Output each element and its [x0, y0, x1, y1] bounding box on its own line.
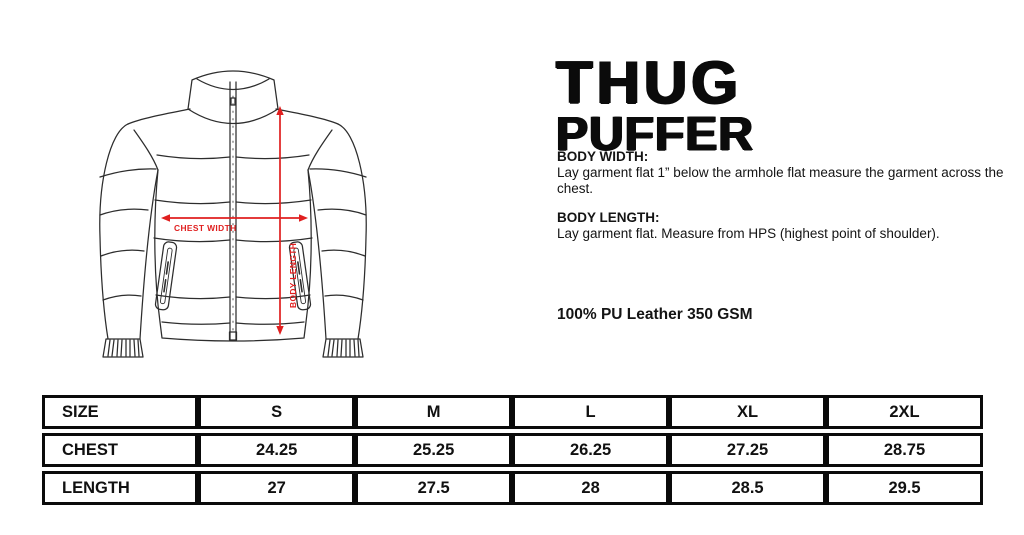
length-value-cell: 27.5: [355, 471, 513, 505]
size-table-header-cell: M: [355, 395, 513, 429]
body-length-heading: BODY LENGTH:: [557, 210, 660, 225]
right-pocket: [288, 241, 312, 311]
product-title-line1: THUG: [556, 49, 742, 117]
right-cuff: [322, 338, 364, 358]
body-length-arrow: [276, 106, 284, 335]
length-value-cell: 27: [198, 471, 356, 505]
size-table-header-row: SIZE S M L XL 2XL: [42, 395, 983, 429]
size-table-header-cell: S: [198, 395, 356, 429]
size-table-header-cell: SIZE: [42, 395, 199, 429]
length-value-cell: 29.5: [826, 471, 983, 505]
chest-value-cell: 28.75: [826, 433, 983, 467]
chest-row: CHEST 24.25 25.25 26.25 27.25 28.75: [42, 433, 983, 467]
left-pocket: [154, 241, 178, 311]
body-width-heading: BODY WIDTH:: [557, 149, 649, 164]
chest-width-label: CHEST WIDTH: [174, 223, 237, 233]
chest-value-cell: 27.25: [669, 433, 827, 467]
body-length-note: BODY LENGTH: Lay garment flat. Measure f…: [557, 210, 1013, 242]
jacket-body: [153, 154, 313, 342]
left-shoulder-line: [127, 108, 191, 125]
length-value-cell: 28: [512, 471, 670, 505]
product-title-line2: PUFFER: [556, 108, 754, 162]
size-table-header-cell: L: [512, 395, 670, 429]
size-table-header-cell: XL: [669, 395, 827, 429]
fabric-note: 100% PU Leather 350 GSM: [557, 306, 753, 323]
left-sleeve: [99, 123, 159, 340]
right-sleeve: [307, 123, 367, 340]
jacket-diagram: CHEST WIDTH BODY LENGTH: [70, 52, 430, 366]
body-length-text: Lay garment flat. Measure from HPS (high…: [557, 226, 940, 241]
body-width-text: Lay garment flat 1” below the armhole fl…: [557, 165, 1004, 196]
body-length-label: BODY LENGTH: [288, 243, 298, 308]
row-label-cell: CHEST: [42, 433, 199, 467]
chest-value-cell: 26.25: [512, 433, 670, 467]
chest-value-cell: 25.25: [355, 433, 513, 467]
body-width-note: BODY WIDTH: Lay garment flat 1” below th…: [557, 149, 1013, 197]
length-value-cell: 28.5: [669, 471, 827, 505]
size-table: SIZE S M L XL 2XL CHEST 24.25 25.25 26.2…: [42, 391, 983, 509]
size-table-header-cell: 2XL: [826, 395, 983, 429]
chest-width-arrow: [161, 214, 308, 222]
product-title: THUG PUFFER: [556, 49, 754, 162]
zipper: [228, 81, 238, 341]
measurement-notes: BODY WIDTH: Lay garment flat 1” below th…: [557, 149, 1013, 242]
puffer-jacket-drawing: CHEST WIDTH BODY LENGTH: [99, 70, 367, 358]
row-label-cell: LENGTH: [42, 471, 199, 505]
length-row: LENGTH 27 27.5 28 28.5 29.5: [42, 471, 983, 505]
chest-value-cell: 24.25: [198, 433, 356, 467]
left-cuff: [102, 338, 144, 358]
right-shoulder-line: [275, 108, 339, 125]
